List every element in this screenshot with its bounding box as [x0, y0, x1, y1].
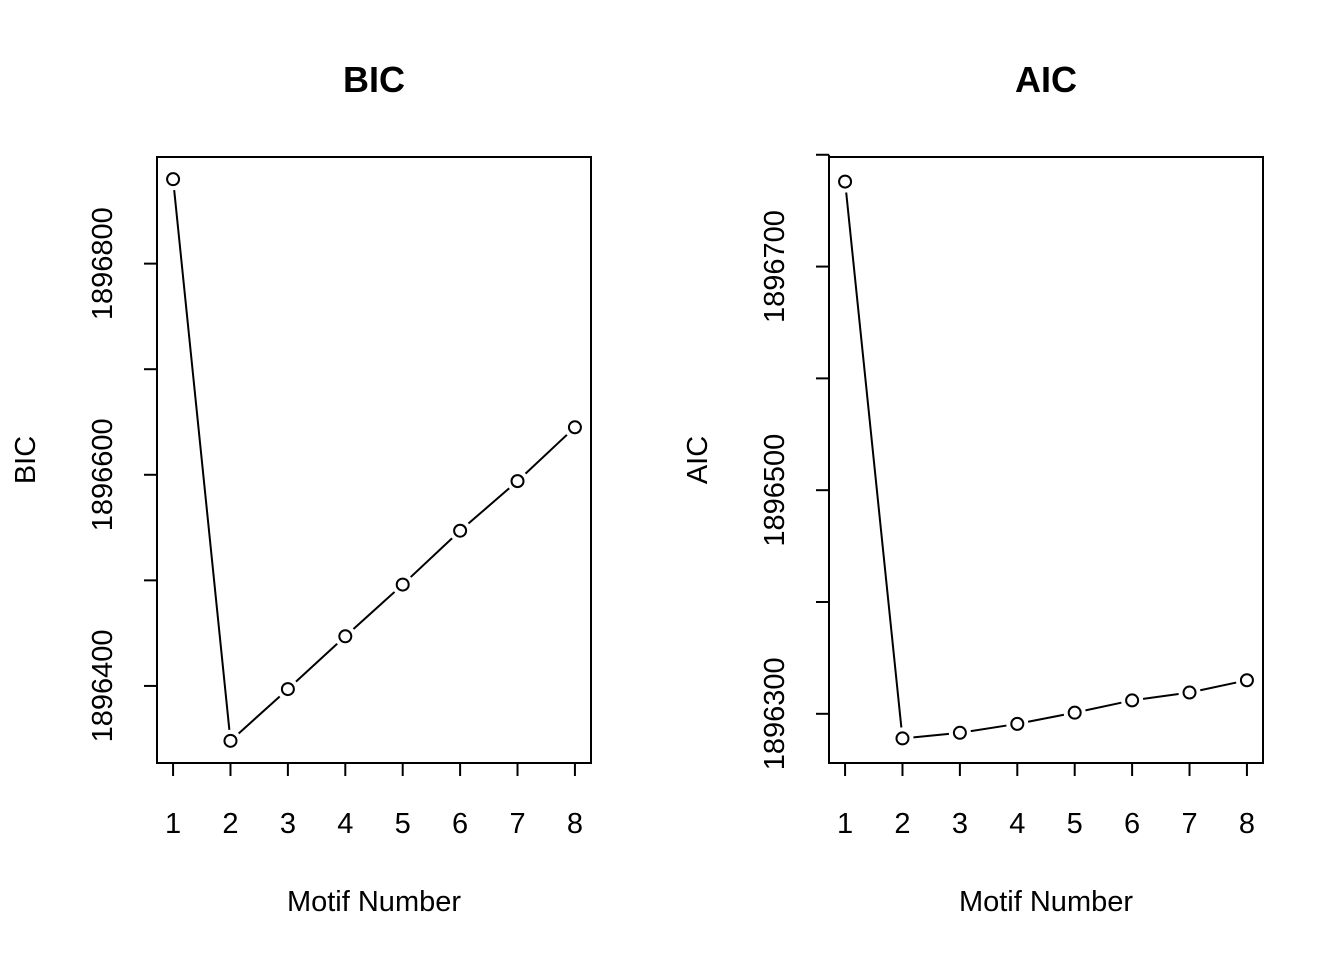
bic-plot-frame — [156, 156, 592, 764]
bic-panel: BIC Motif Number BIC 1 2 3 4 5 6 7 8 1896400 1896… — [10, 59, 592, 918]
bic-line-segment — [410, 537, 453, 578]
bic-x-tick-label: 4 — [337, 808, 353, 840]
aic-line-segment — [1027, 713, 1065, 723]
bic-y-axis-label: BIC — [10, 436, 42, 484]
bic-x-tick-label: 1 — [165, 808, 181, 840]
bic-x-tick-label: 5 — [395, 808, 411, 840]
bic-x-tick-label: 8 — [567, 808, 583, 840]
bic-data-point — [223, 733, 238, 748]
aic-data-point — [952, 725, 967, 740]
aic-x-axis-label: Motif Number — [959, 886, 1133, 918]
aic-x-tick-label: 2 — [894, 808, 910, 840]
bic-x-tick-label: 6 — [452, 808, 468, 840]
aic-panel: AIC Motif Number AIC 1 2 3 4 5 6 7 8 1896300 1896… — [682, 59, 1264, 918]
bic-data-point — [453, 523, 468, 538]
aic-line-segment — [1200, 681, 1237, 692]
bic-chart-title: BIC — [343, 59, 405, 100]
aic-y-axis-label: AIC — [682, 436, 714, 484]
aic-line-segment — [1085, 701, 1122, 712]
aic-data-point — [838, 174, 853, 189]
aic-data-point — [1239, 673, 1254, 688]
bic-line-segment — [173, 190, 231, 730]
bic-data-point — [338, 629, 353, 644]
bic-x-axis-label: Motif Number — [287, 886, 461, 918]
aic-x-tick-label: 7 — [1181, 808, 1197, 840]
bic-data-point — [166, 172, 181, 187]
aic-data-point — [1067, 705, 1082, 720]
aic-y-tick-label: 1896700 — [759, 210, 791, 323]
bic-data-point — [280, 682, 295, 697]
aic-data-point — [895, 731, 910, 746]
aic-line-segment — [913, 732, 950, 739]
aic-plot-frame — [828, 156, 1264, 764]
bic-y-tick-label: 1896600 — [87, 418, 119, 531]
bic-data-point — [395, 577, 410, 592]
bic-line-segment — [467, 487, 510, 525]
bic-y-tick-label: 1896800 — [87, 207, 119, 320]
aic-line-segment — [970, 724, 1007, 733]
aic-x-tick-label: 5 — [1067, 808, 1083, 840]
aic-x-tick-label: 8 — [1239, 808, 1255, 840]
aic-y-tick-label: 1896300 — [759, 657, 791, 770]
bic-x-tick-label: 7 — [509, 808, 525, 840]
aic-chart-title: AIC — [1015, 59, 1077, 100]
aic-x-tick-label: 4 — [1009, 808, 1025, 840]
bic-y-tick-label: 1896400 — [87, 629, 119, 742]
aic-x-tick-label: 3 — [952, 808, 968, 840]
bic-line-segment — [237, 695, 281, 735]
bic-line-segment — [295, 643, 338, 683]
aic-line-segment — [845, 192, 903, 728]
bic-x-tick-label: 3 — [280, 808, 296, 840]
aic-data-point — [1125, 693, 1140, 708]
bic-data-point — [510, 474, 525, 489]
aic-line-segment — [1142, 693, 1179, 700]
bic-line-segment — [524, 434, 568, 475]
aic-data-point — [1182, 685, 1197, 700]
aic-data-point — [1010, 716, 1025, 731]
aic-y-tick-label: 1896500 — [759, 434, 791, 547]
bic-x-tick-label: 2 — [222, 808, 238, 840]
bic-line-segment — [352, 591, 396, 630]
bic-data-point — [567, 420, 582, 435]
aic-x-tick-label: 6 — [1124, 808, 1140, 840]
aic-x-tick-label: 1 — [837, 808, 853, 840]
